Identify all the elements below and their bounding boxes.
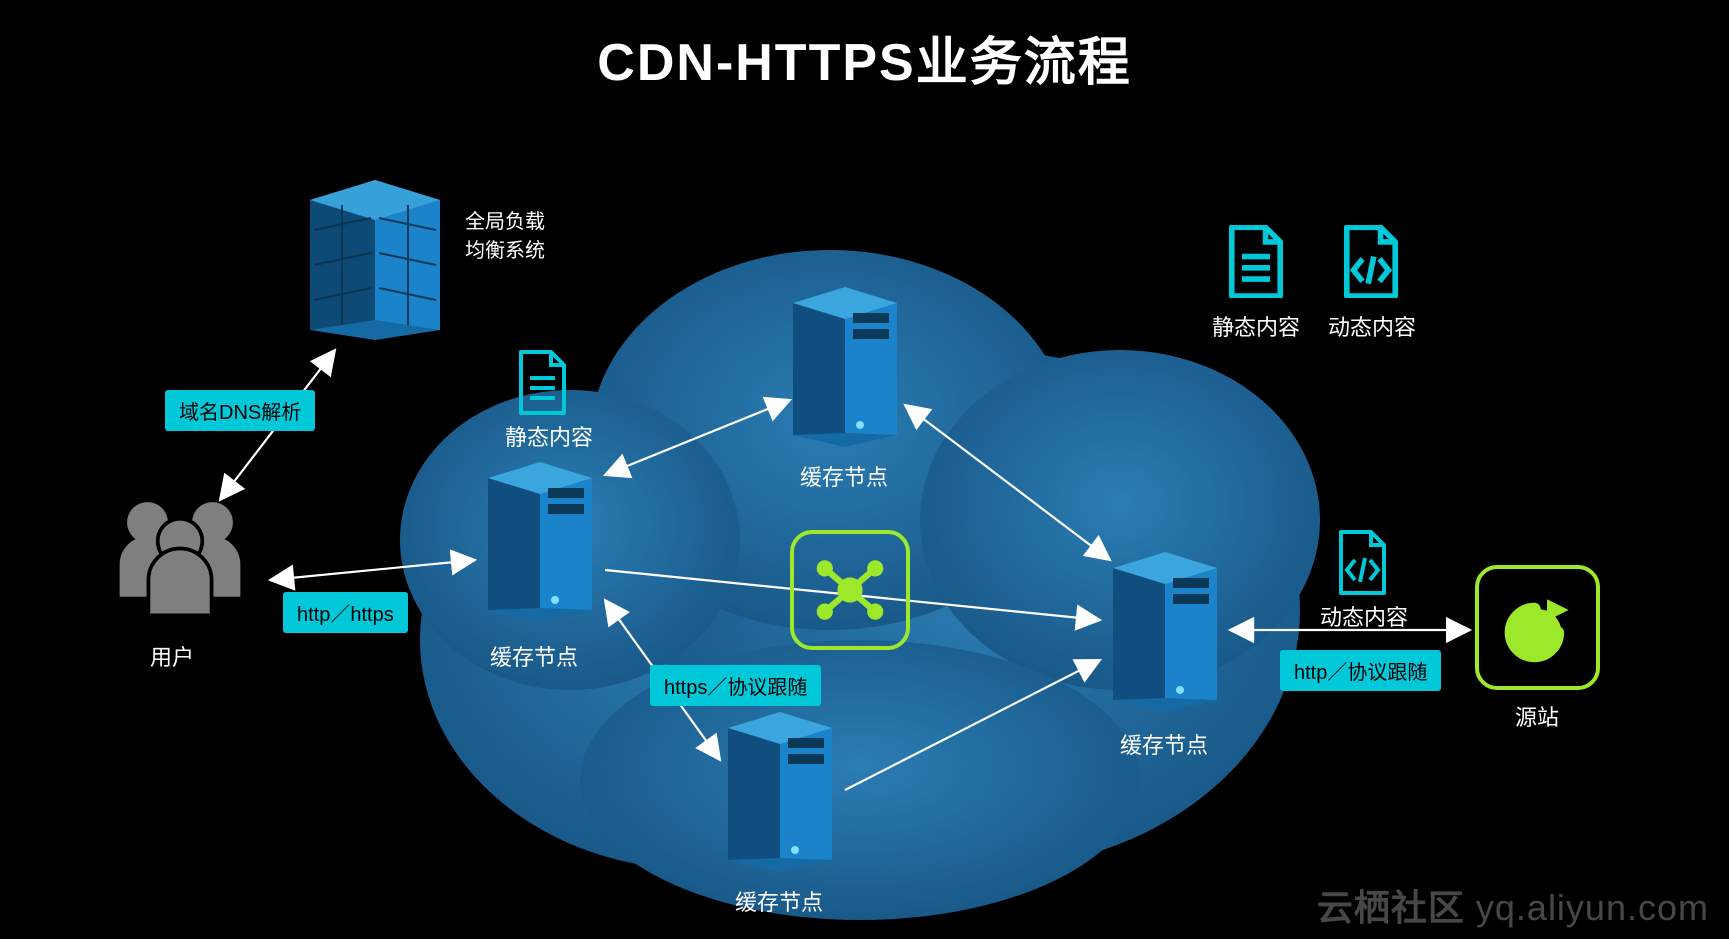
- doc-icon: [515, 350, 570, 415]
- cache-left-toplabel: 静态内容: [505, 420, 593, 452]
- legend-doc-label: 静态内容: [1212, 310, 1300, 342]
- watermark-light: yq.aliyun.com: [1465, 887, 1709, 928]
- users-label: 用户: [150, 640, 194, 672]
- cache-right-label: 缓存节点: [1120, 728, 1208, 760]
- cache-node-top: [785, 275, 905, 445]
- watermark-bold: 云栖社区: [1317, 887, 1465, 928]
- cache-bottom-label: 缓存节点: [735, 885, 823, 917]
- cache-node-left: [480, 450, 600, 620]
- cache-top-label: 缓存节点: [800, 460, 888, 492]
- code-icon: [1335, 530, 1390, 595]
- network-hub-icon: [790, 530, 910, 650]
- badge-http: http／https: [283, 592, 408, 633]
- users-node: [105, 490, 255, 620]
- cache-node-right: [1105, 540, 1225, 710]
- badge-origin: http／协议跟随: [1280, 650, 1441, 691]
- page-title: CDN-HTTPS业务流程: [0, 20, 1729, 95]
- badge-proto: https／协议跟随: [650, 665, 821, 706]
- legend-doc-icon: [1225, 225, 1287, 300]
- cache-left-label: 缓存节点: [490, 640, 578, 672]
- origin-label: 源站: [1515, 700, 1559, 732]
- origin-node: [1475, 565, 1600, 690]
- legend-code-label: 动态内容: [1328, 310, 1416, 342]
- watermark: 云栖社区 yq.aliyun.com: [1317, 879, 1709, 931]
- load-balancer-node: [300, 170, 450, 340]
- cache-right-toplabel: 动态内容: [1320, 600, 1408, 632]
- legend-code-icon: [1340, 225, 1402, 300]
- badge-dns: 域名DNS解析: [165, 390, 315, 431]
- load-balancer-label: 全局负载 均衡系统: [465, 205, 545, 263]
- cache-node-bottom: [720, 700, 840, 870]
